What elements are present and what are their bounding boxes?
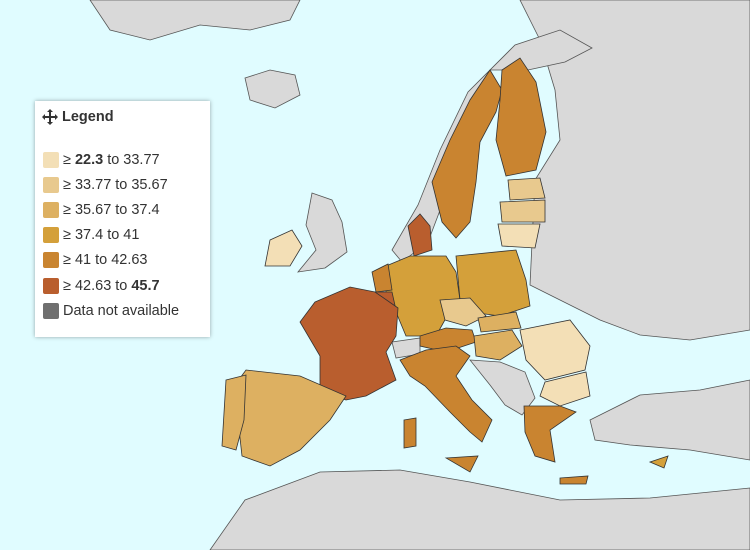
legend-from: 35.67: [74, 201, 112, 218]
france: [299, 286, 399, 401]
estonia: [507, 177, 546, 201]
turkey: [589, 379, 750, 461]
legend-to: 33.77: [123, 151, 160, 168]
iceland: [244, 69, 301, 109]
cyprus: [648, 455, 669, 469]
legend-swatch: [43, 151, 59, 168]
legend-sign: ≥: [63, 176, 71, 193]
legend-joiner: to: [107, 151, 120, 168]
legend-joiner: to: [115, 176, 128, 193]
land-east: [519, 0, 750, 341]
netherlands: [371, 263, 393, 293]
sweden: [431, 69, 503, 239]
legend-to: 35.67: [131, 176, 168, 193]
czechia: [439, 297, 487, 327]
legend-sign: ≥: [63, 201, 71, 218]
legend-swatch: [43, 252, 59, 269]
legend-item: ≥41 to 42.63: [43, 248, 202, 273]
legend: Legend ≥22.3 to 33.77 ≥33.77 to 35.67 ≥35.67 to…: [35, 101, 210, 337]
legend-item: ≥22.3 to 33.77: [43, 147, 202, 172]
legend-label: Data not available: [63, 302, 180, 319]
legend-joiner: to: [107, 227, 120, 244]
romania: [519, 319, 591, 381]
legend-item: ≥42.63 to 45.7: [43, 273, 202, 298]
greece: [523, 405, 577, 463]
legend-joiner: to: [115, 201, 128, 218]
portugal: [221, 374, 247, 451]
legend-item: ≥33.77 to 35.67: [43, 172, 202, 197]
sicily: [444, 455, 479, 473]
ireland: [264, 229, 303, 267]
legend-to: 42.63: [111, 252, 148, 269]
legend-header: Legend: [42, 109, 202, 125]
land-north: [89, 0, 301, 41]
legend-item: ≥37.4 to 41: [43, 223, 202, 248]
finland: [495, 57, 547, 177]
lithuania: [497, 223, 541, 249]
legend-joiner: to: [115, 277, 128, 294]
legend-from: 22.3: [74, 151, 104, 168]
legend-sign: ≥: [63, 151, 71, 168]
legend-to: 45.7: [131, 277, 160, 294]
legend-from: 37.4: [74, 227, 104, 244]
legend-swatch: [43, 277, 59, 294]
latvia: [499, 199, 546, 223]
legend-title: Legend: [62, 109, 114, 125]
legend-joiner: to: [95, 252, 108, 269]
move-icon[interactable]: [42, 109, 58, 125]
sardinia: [403, 417, 417, 449]
legend-sign: ≥: [63, 227, 71, 244]
legend-item: ≥35.67 to 37.4: [43, 197, 202, 222]
crete: [559, 475, 589, 485]
legend-swatch: [43, 302, 59, 319]
legend-swatch: [43, 227, 59, 244]
legend-sign: ≥: [63, 252, 71, 269]
bulgaria: [539, 371, 591, 407]
united-kingdom: [297, 192, 348, 273]
italy: [399, 345, 493, 443]
africa: [209, 469, 750, 550]
legend-to: 37.4: [131, 201, 160, 218]
legend-from: 42.63: [74, 277, 112, 294]
legend-from: 33.77: [74, 176, 112, 193]
legend-swatch: [43, 176, 59, 193]
legend-item: Data not available: [43, 298, 202, 323]
legend-from: 41: [74, 252, 92, 269]
slovakia: [477, 311, 522, 333]
hungary: [473, 329, 523, 361]
denmark: [407, 213, 433, 257]
legend-swatch: [43, 201, 59, 218]
legend-items: ≥22.3 to 33.77 ≥33.77 to 35.67 ≥35.67 to 37.4 ≥37…: [43, 147, 202, 298]
legend-to: 41: [123, 227, 140, 244]
legend-sign: ≥: [63, 277, 71, 294]
